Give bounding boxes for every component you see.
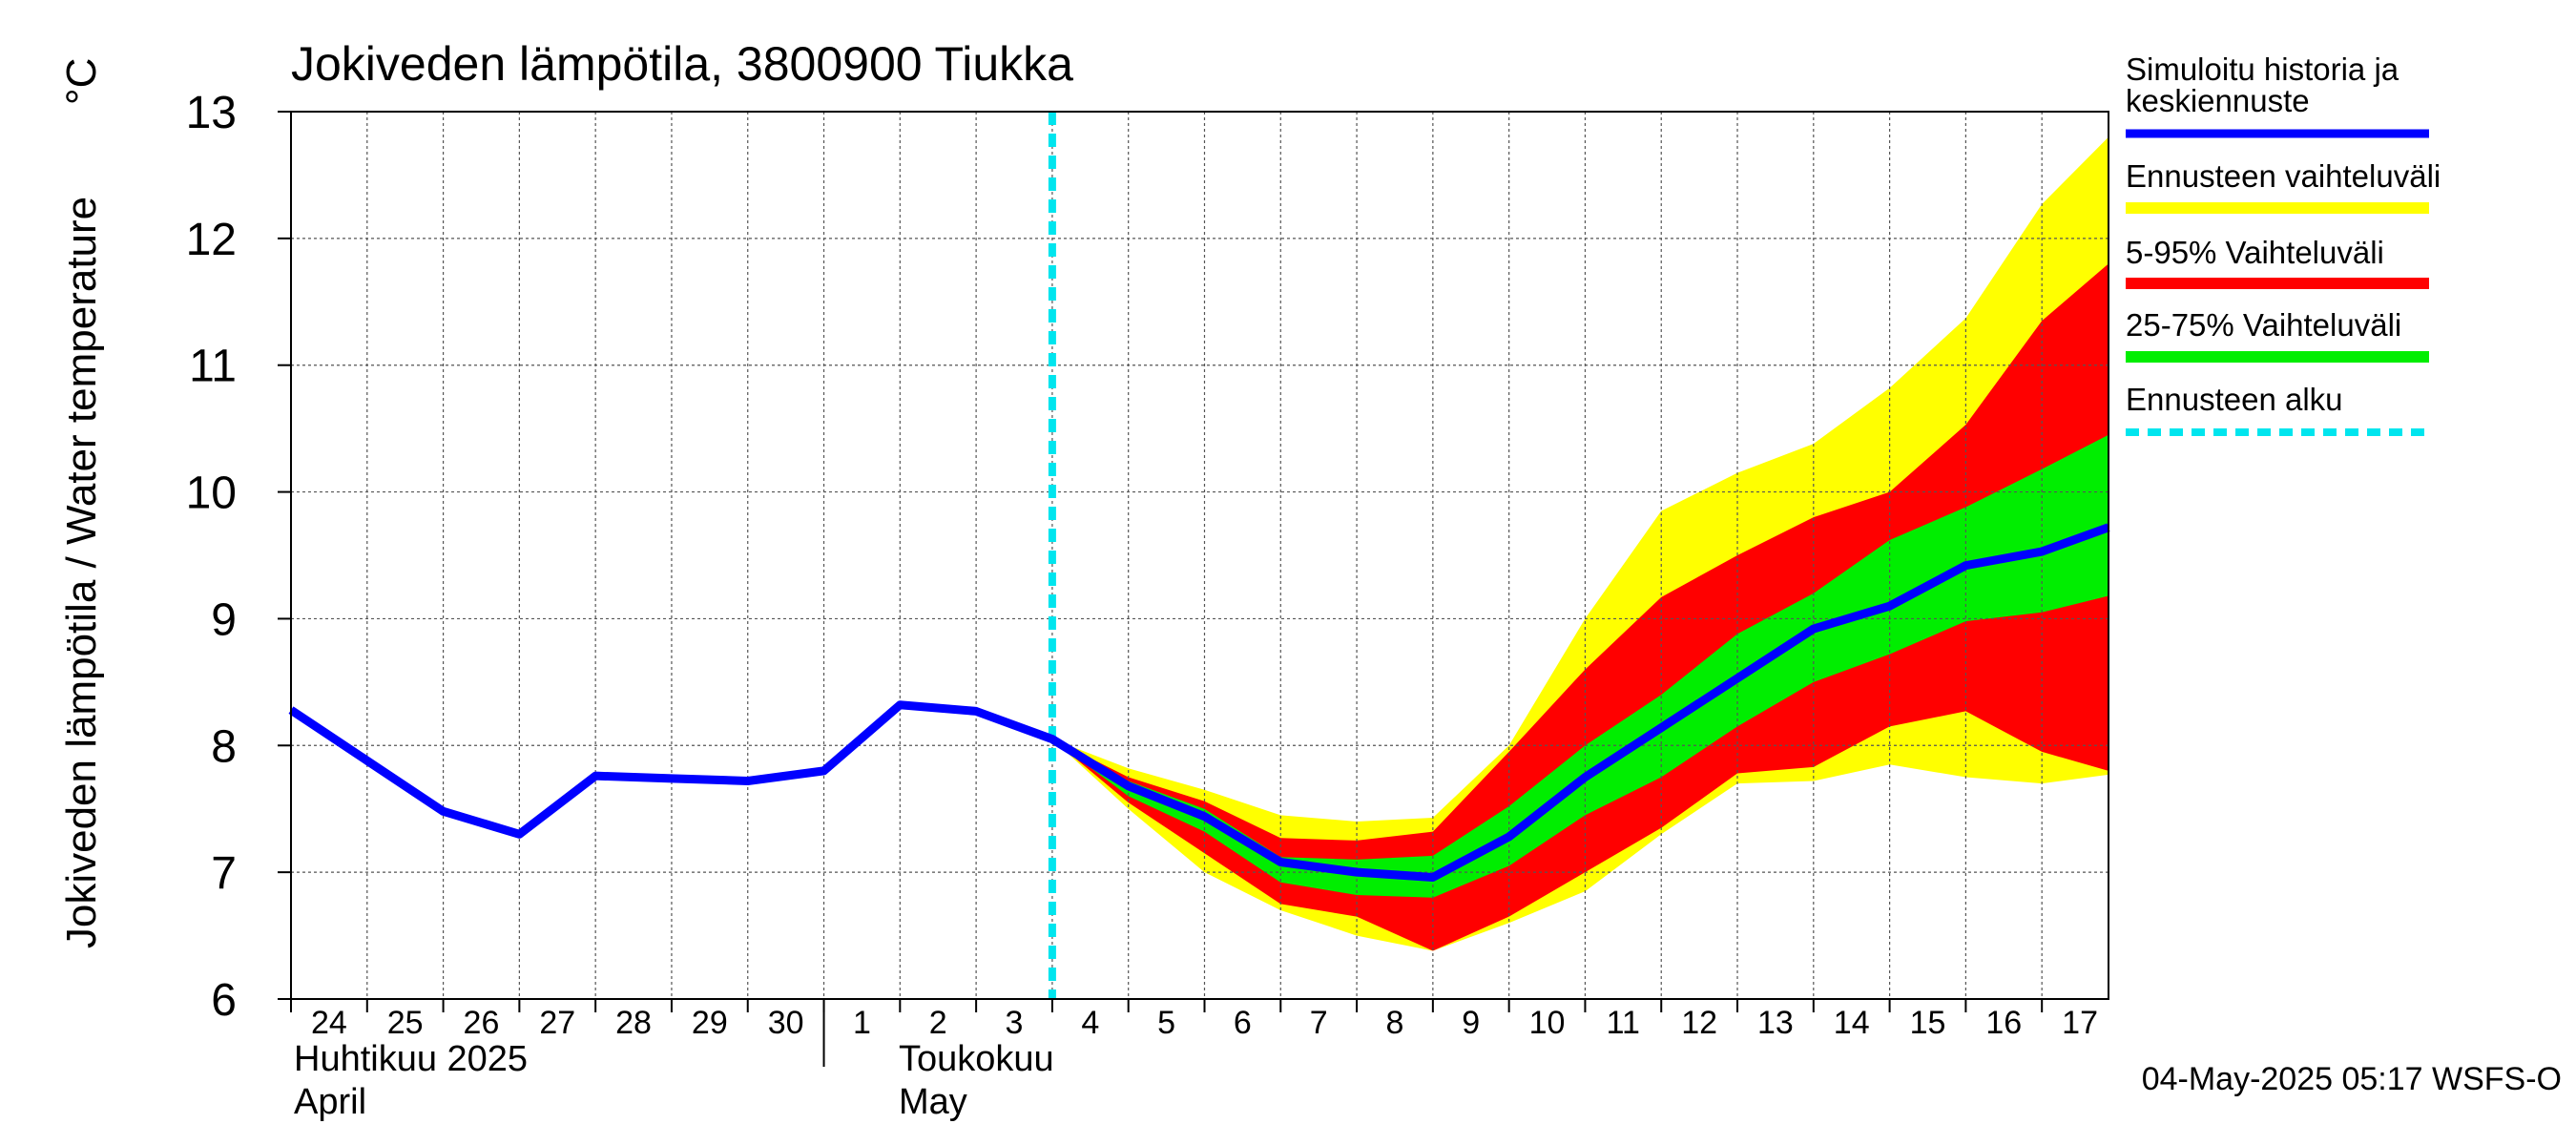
x-tick-label: 13 [1757, 1005, 1794, 1041]
month-label-fi: Toukokuu [899, 1039, 1054, 1079]
y-tick-label: 11 [189, 342, 237, 392]
x-tick-label: 26 [464, 1005, 500, 1041]
legend-label: Ennusteen vaihteluväli [2126, 158, 2441, 194]
chart-grid [291, 112, 2109, 999]
x-tick-label: 14 [1834, 1005, 1870, 1041]
x-tick-label: 16 [1985, 1005, 2022, 1041]
legend-item-forecast_start: Ennusteen alku [2126, 382, 2429, 436]
y-axis-label: Jokiveden lämpötila / Water temperature [58, 197, 105, 948]
chart-title: Jokiveden lämpötila, 3800900 Tiukka [291, 37, 1073, 91]
history-median-line [288, 523, 2110, 882]
legend-item-p5_95: 5-95% Vaihteluväli [2126, 235, 2429, 289]
x-tick-label: 11 [1607, 1005, 1640, 1041]
x-tick-label: 17 [2062, 1005, 2098, 1041]
x-tick-label: 27 [539, 1005, 575, 1041]
month-label-en: April [294, 1082, 366, 1122]
x-tick-label: 2 [929, 1005, 947, 1041]
y-tick-label: 8 [211, 721, 237, 772]
x-tick-label: 7 [1310, 1005, 1328, 1041]
legend-label: 5-95% Vaihteluväli [2126, 235, 2384, 270]
x-tick-label: 24 [311, 1005, 347, 1041]
series-layer [288, 112, 2110, 999]
x-tick-label: 4 [1081, 1005, 1099, 1041]
y-tick-label: 12 [186, 215, 237, 265]
x-tick-label: 9 [1462, 1005, 1480, 1041]
x-tick-label: 15 [1910, 1005, 1946, 1041]
y-axis-unit: °C [58, 58, 105, 105]
y-tick-label: 7 [211, 848, 237, 899]
x-tick-label: 25 [387, 1005, 424, 1041]
y-tick-label: 6 [211, 975, 237, 1026]
x-tick-label: 12 [1681, 1005, 1717, 1041]
legend-item-p25_75: 25-75% Vaihteluväli [2126, 307, 2429, 363]
month-label-en: May [899, 1082, 967, 1122]
legend-label: Ennusteen alku [2126, 382, 2343, 417]
x-tick-label: 29 [692, 1005, 728, 1041]
legend-label: Simuloitu historia ja [2126, 52, 2399, 87]
x-tick-label: 5 [1157, 1005, 1175, 1041]
x-tick-label: 30 [768, 1005, 804, 1041]
footer-timestamp: 04-May-2025 05:17 WSFS-O [2142, 1061, 2562, 1097]
x-tick-label: 1 [853, 1005, 871, 1041]
p25-75-band [1051, 434, 2109, 898]
legend-label: 25-75% Vaihteluväli [2126, 307, 2401, 343]
plot-frame [290, 111, 2109, 1000]
x-tick-label: 6 [1234, 1005, 1252, 1041]
x-tick-label: 3 [1006, 1005, 1024, 1041]
forecast-bands [1051, 136, 2109, 951]
legend-item-full_range: Ennusteen vaihteluväli [2126, 158, 2441, 214]
y-tick-label: 10 [186, 468, 237, 519]
x-tick-label: 8 [1386, 1005, 1404, 1041]
x-tick-label: 10 [1529, 1005, 1566, 1041]
y-tick-label: 13 [186, 88, 237, 138]
month-label-fi: Huhtikuu 2025 [294, 1039, 528, 1079]
y-tick-label: 9 [211, 594, 237, 645]
legend-label: keskiennuste [2126, 83, 2310, 118]
x-tick-label: 28 [615, 1005, 652, 1041]
